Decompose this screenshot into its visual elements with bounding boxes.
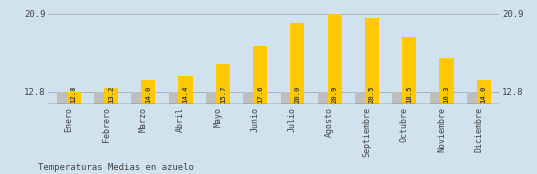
- Bar: [291, 23, 304, 104]
- Bar: [477, 80, 491, 104]
- Bar: [104, 88, 118, 104]
- Bar: [402, 37, 416, 104]
- Bar: [253, 46, 267, 104]
- Bar: [328, 14, 342, 104]
- Bar: [467, 92, 481, 104]
- Text: 20.9: 20.9: [332, 85, 338, 103]
- Text: 14.0: 14.0: [481, 85, 487, 103]
- Bar: [94, 92, 108, 104]
- Bar: [439, 58, 454, 104]
- Bar: [57, 92, 71, 104]
- Bar: [430, 92, 444, 104]
- Bar: [318, 92, 332, 104]
- Text: 18.5: 18.5: [406, 85, 412, 103]
- Bar: [206, 92, 220, 104]
- Text: 14.4: 14.4: [183, 85, 188, 103]
- Bar: [169, 92, 183, 104]
- Bar: [393, 92, 407, 104]
- Text: 16.3: 16.3: [444, 85, 449, 103]
- Text: 13.2: 13.2: [108, 85, 114, 103]
- Bar: [355, 92, 369, 104]
- Text: 20.5: 20.5: [369, 85, 375, 103]
- Bar: [67, 92, 81, 104]
- Text: 15.7: 15.7: [220, 85, 226, 103]
- Bar: [178, 77, 193, 104]
- Text: 12.8: 12.8: [71, 85, 77, 103]
- Bar: [216, 64, 230, 104]
- Bar: [243, 92, 257, 104]
- Bar: [132, 92, 146, 104]
- Text: 17.6: 17.6: [257, 85, 263, 103]
- Bar: [365, 18, 379, 104]
- Text: Temperaturas Medias en azuelo: Temperaturas Medias en azuelo: [38, 163, 193, 172]
- Bar: [280, 92, 295, 104]
- Text: 20.0: 20.0: [294, 85, 300, 103]
- Text: 14.0: 14.0: [145, 85, 151, 103]
- Bar: [141, 80, 155, 104]
